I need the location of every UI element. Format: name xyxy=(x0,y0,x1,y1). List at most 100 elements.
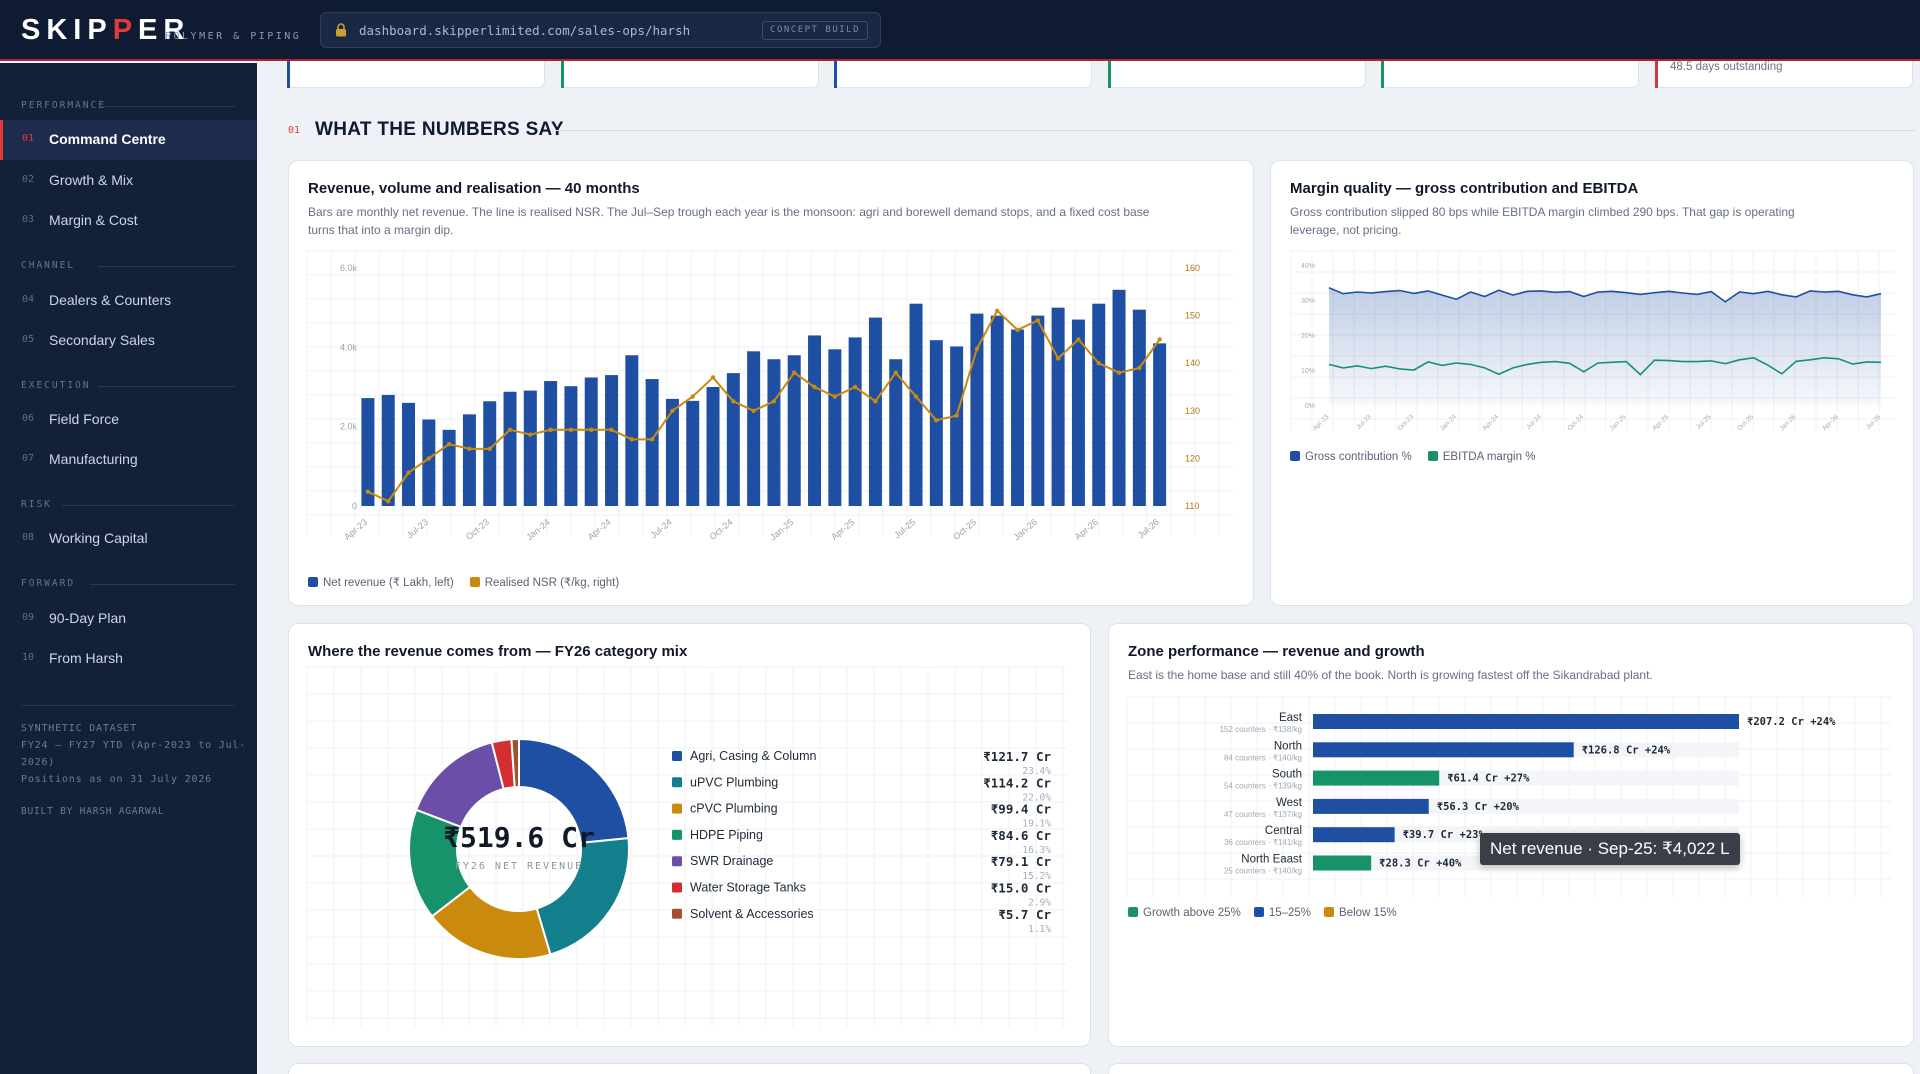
category-label: cPVC Plumbing xyxy=(690,802,778,816)
x-tick-label: Oct-23 xyxy=(464,517,491,542)
sidebar-item-from-harsh[interactable]: 10 From Harsh xyxy=(0,639,257,679)
y-tick-label: 2.0k xyxy=(340,422,358,432)
margin-chart[interactable]: 0% 10% 20% 30% 40% Apr-23 Jul-23 Oct-23 Jan-24 Ap… xyxy=(1271,161,1914,606)
brand-logo[interactable]: SKIPPER xyxy=(21,14,191,46)
kpi-card[interactable] xyxy=(561,61,819,88)
zone-bar xyxy=(1313,798,1429,814)
category-mix-chart[interactable]: ₹519.6 Cr FY26 NET REVENUE Agri, Casing & … xyxy=(289,624,1091,1047)
y-tick-label: 30% xyxy=(1301,298,1315,305)
kpi-card[interactable] xyxy=(1381,61,1639,88)
subtitle-line: leverage, not pricing. xyxy=(1290,223,1402,237)
revenue-chart[interactable]: 0 2.0k 4.0k 6.0k 110 120 130 140 150 160 Apr-23 Jul… xyxy=(289,161,1254,606)
x-tick-label: Jan-24 xyxy=(1439,413,1458,432)
nav-label: Margin & Cost xyxy=(49,212,138,228)
legend-swatch xyxy=(1290,451,1300,461)
x-tick-label: Jul-25 xyxy=(892,517,917,540)
sidebar-item-margin-cost[interactable]: 03 Margin & Cost xyxy=(0,201,257,241)
revenue-bar xyxy=(747,351,761,506)
legend-item-ebitda-margin[interactable]: EBITDA margin % xyxy=(1427,451,1536,463)
revenue-bar xyxy=(909,303,923,506)
legend-item-growth-low[interactable]: Below 15% xyxy=(1324,907,1397,919)
legend-item-net-revenue[interactable]: Net revenue (₹ Lakh, left) xyxy=(308,575,454,589)
nsr-point xyxy=(1076,337,1081,342)
y2-tick-label: 130 xyxy=(1185,406,1200,416)
category-value: ₹114.2 Cr xyxy=(983,775,1051,790)
legend-label: EBITDA margin % xyxy=(1442,451,1536,463)
kpi-card[interactable] xyxy=(1108,61,1366,88)
kpi-card[interactable] xyxy=(834,61,1092,88)
nav-number: 05 xyxy=(22,334,35,345)
url-text[interactable]: dashboard.skipperlimited.com/sales-ops/h… xyxy=(359,23,691,38)
nsr-point xyxy=(528,432,533,437)
zone-value: ₹126.8 Cr +24% xyxy=(1582,744,1671,756)
card-subtitle: Bars are monthly net revenue. The line i… xyxy=(308,203,1149,239)
card-title: Where the revenue comes from — FY26 cate… xyxy=(308,643,688,660)
zone-label: East xyxy=(1279,712,1303,724)
donut-slice xyxy=(510,737,520,789)
nsr-point xyxy=(649,437,655,442)
kpi-card[interactable] xyxy=(287,61,545,88)
sidebar-item-dealers-counters[interactable]: 04 Dealers & Counters xyxy=(0,281,257,321)
legend-item-growth-high[interactable]: Growth above 25% xyxy=(1128,907,1241,919)
next-card xyxy=(1108,1063,1914,1074)
y-tick-label: 0 xyxy=(352,501,357,511)
revenue-bar xyxy=(422,419,436,506)
zone-sublabel: 36 counters · ₹141/kg xyxy=(1224,838,1302,847)
revenue-bar xyxy=(686,400,700,506)
nsr-point xyxy=(406,470,411,475)
revenue-bar xyxy=(767,359,781,506)
sidebar-item-growth-mix[interactable]: 02 Growth & Mix xyxy=(0,161,257,201)
y-tick-label: 0% xyxy=(1305,403,1315,410)
revenue-bar xyxy=(645,379,659,506)
nsr-point xyxy=(629,437,635,442)
nav-number: 06 xyxy=(22,413,35,424)
legend-swatch xyxy=(672,777,682,788)
legend-item-gross-contribution[interactable]: Gross contribution % xyxy=(1290,451,1412,463)
category-label: Solvent & Accessories xyxy=(690,907,814,921)
nsr-point xyxy=(751,408,756,413)
y-tick-label: 40% xyxy=(1301,263,1315,270)
revenue-card: Revenue, volume and realisation — 40 mon… xyxy=(288,160,1254,606)
zone-label: South xyxy=(1272,769,1302,781)
card-subtitle: Gross contribution slipped 80 bps while … xyxy=(1290,203,1795,239)
nsr-point xyxy=(487,446,492,452)
top-bar: SKIPPER POLYMER & PIPING dashboard.skipp… xyxy=(0,0,1920,61)
revenue-bar xyxy=(402,402,416,506)
card-subtitle: East is the home base and still 40% of t… xyxy=(1128,668,1653,682)
sidebar-item-working-capital[interactable]: 08 Working Capital xyxy=(0,519,257,559)
nsr-point xyxy=(974,346,980,352)
sidebar-item-90-day-plan[interactable]: 09 90-Day Plan xyxy=(0,599,257,639)
donut-center-label: FY26 NET REVENUE xyxy=(455,861,583,872)
sidebar-item-field-force[interactable]: 06 Field Force xyxy=(0,400,257,440)
sidebar-item-command-centre[interactable]: 01 Command Centre xyxy=(0,120,257,160)
address-bar[interactable]: dashboard.skipperlimited.com/sales-ops/h… xyxy=(320,12,881,48)
section-rule xyxy=(555,130,1915,131)
x-tick-label: Jan-24 xyxy=(524,517,552,542)
legend-swatch xyxy=(672,908,682,919)
card-title: Revenue, volume and realisation — 40 mon… xyxy=(308,180,640,197)
divider xyxy=(62,505,235,506)
revenue-bar xyxy=(990,315,1004,506)
nsr-point xyxy=(873,399,878,404)
sidebar-item-manufacturing[interactable]: 07 Manufacturing xyxy=(0,440,257,480)
chart-tooltip: Net revenue · Sep-25: ₹4,022 L xyxy=(1480,833,1740,865)
revenue-bar xyxy=(483,401,497,506)
kpi-card[interactable]: 48.5 days outstanding xyxy=(1655,61,1913,88)
sidebar-item-secondary-sales[interactable]: 05 Secondary Sales xyxy=(0,321,257,361)
y2-tick-label: 160 xyxy=(1185,263,1200,273)
zone-value: ₹56.3 Cr +20% xyxy=(1437,801,1520,813)
zone-sublabel: 84 counters · ₹140/kg xyxy=(1224,753,1302,762)
zone-bar xyxy=(1313,742,1574,758)
zone-bar xyxy=(1313,827,1395,843)
legend-item-growth-mid[interactable]: 15–25% xyxy=(1253,907,1311,919)
section-title: WHAT THE NUMBERS SAY xyxy=(315,119,564,140)
x-tick-label: Jul-26 xyxy=(1865,413,1883,431)
zone-value: ₹39.7 Cr +23% xyxy=(1403,829,1486,841)
built-by: BUILT BY HARSH AGARWAL xyxy=(21,806,165,817)
x-tick-label: Oct-24 xyxy=(1566,413,1585,432)
nav-number: 08 xyxy=(22,532,35,543)
legend-item-realised-nsr[interactable]: Realised NSR (₹/kg, right) xyxy=(469,575,619,589)
zone-value: ₹28.3 Cr +40% xyxy=(1379,858,1462,870)
nsr-point xyxy=(913,394,919,399)
